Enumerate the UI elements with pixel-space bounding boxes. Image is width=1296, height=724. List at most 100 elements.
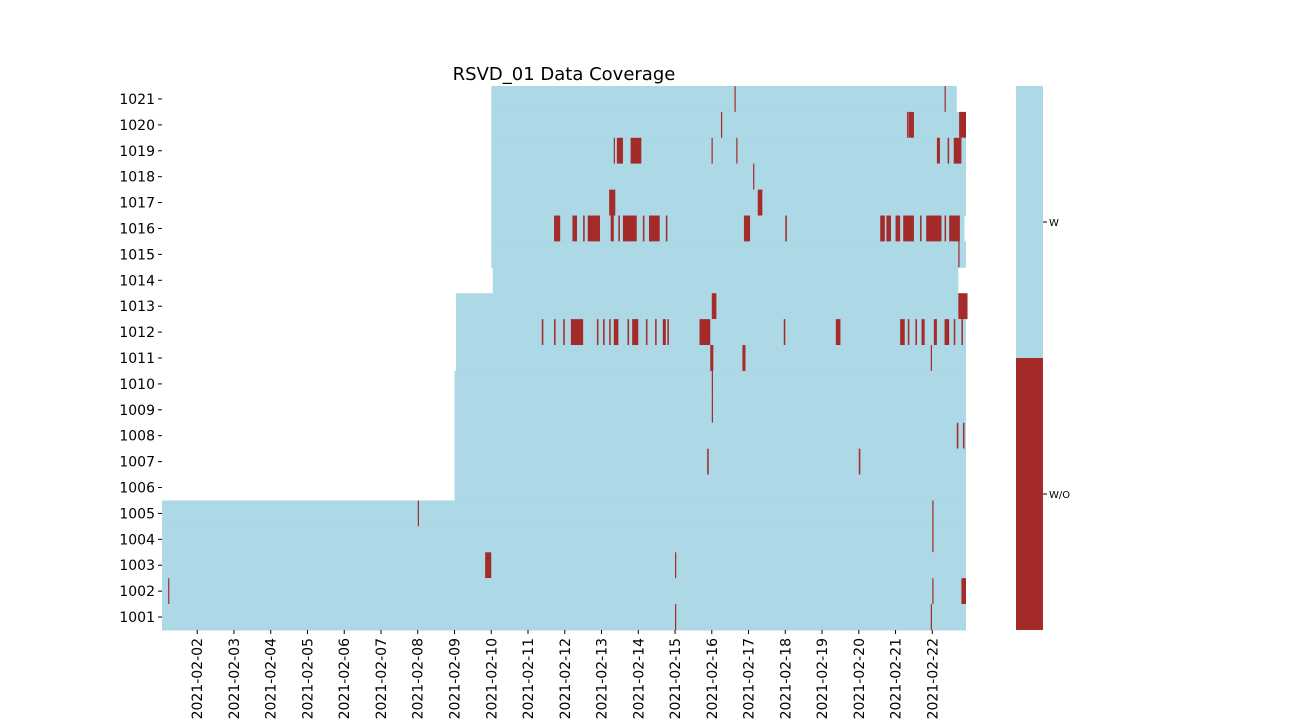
- gap-1012-18: [907, 319, 910, 346]
- x-tick-label: 2021-02-07: [374, 638, 390, 719]
- gap-1012-12: [662, 319, 666, 346]
- y-tick-label: 1003: [119, 558, 155, 574]
- gap-1016-13: [886, 215, 891, 242]
- y-tick-label: 1008: [119, 429, 155, 445]
- gap-1021-0: [734, 86, 736, 112]
- gap-1016-5: [618, 215, 620, 242]
- coverage-bar-1017: [491, 189, 966, 217]
- gap-1016-1: [572, 215, 578, 242]
- coverage-bar-1002: [162, 578, 966, 605]
- y-tick-label: 1016: [119, 221, 155, 237]
- coverage-bar-1015: [491, 241, 966, 268]
- gap-1012-8: [627, 319, 630, 346]
- x-tick-label: 2021-02-04: [264, 638, 280, 719]
- coverage-bar-1014: [492, 267, 959, 294]
- y-tick-label: 1007: [119, 455, 155, 471]
- colorbar: W W/O: [1016, 86, 1070, 630]
- x-tick-label: 2021-02-02: [190, 638, 206, 719]
- gap-1011-0: [710, 345, 714, 371]
- gap-1016-19: [949, 215, 960, 242]
- x-tick-label: 2021-02-06: [337, 638, 353, 719]
- gap-1008-1: [962, 422, 965, 449]
- coverage-bar-1018: [491, 163, 966, 191]
- gap-1016-11: [785, 215, 787, 242]
- gap-1016-14: [895, 215, 901, 242]
- gap-1005-1: [932, 500, 934, 527]
- gap-1012-1: [554, 319, 556, 346]
- gap-1016-8: [648, 215, 660, 242]
- gap-1016-6: [622, 215, 637, 242]
- x-tick-label: 2021-02-18: [778, 638, 794, 719]
- gap-1020-2: [908, 111, 914, 138]
- gap-1009-0: [711, 396, 713, 423]
- coverage-bar-1013: [456, 293, 966, 320]
- y-tick-label: 1006: [119, 481, 155, 497]
- gap-1011-1: [742, 345, 746, 371]
- coverage-bar-1001: [162, 604, 966, 631]
- gap-1019-2: [630, 137, 642, 164]
- gap-1019-4: [736, 137, 738, 164]
- gap-1004-0: [932, 526, 934, 553]
- gap-1005-0: [417, 500, 419, 527]
- gap-1002-1: [932, 578, 934, 605]
- gap-1001-0: [675, 604, 677, 630]
- gap-1016-16: [920, 215, 922, 242]
- coverage-bar-1020: [491, 111, 966, 139]
- x-tick-label: 2021-02-15: [668, 638, 684, 719]
- coverage-bar-1012: [456, 319, 966, 346]
- gap-1016-15: [903, 215, 914, 242]
- y-tick-label: 1014: [119, 273, 155, 289]
- x-tick-label: 2021-02-20: [852, 638, 868, 719]
- x-tick-label: 2021-02-22: [925, 638, 941, 719]
- gap-1012-3: [570, 319, 584, 346]
- y-tick-label: 1018: [119, 170, 155, 186]
- gap-1012-5: [603, 319, 605, 346]
- gap-1012-24: [961, 319, 963, 346]
- gap-1007-0: [707, 448, 709, 475]
- gap-1019-6: [947, 137, 950, 164]
- coverage-bar-1008: [454, 422, 966, 450]
- y-tick-label: 1017: [119, 196, 155, 212]
- gap-1016-10: [743, 215, 751, 242]
- coverage-bar-1005: [162, 500, 966, 527]
- gap-1003-0: [485, 552, 492, 579]
- gap-1019-5: [936, 137, 940, 164]
- coverage-bar-1004: [162, 526, 966, 553]
- gap-1012-14: [699, 319, 711, 346]
- gap-1012-6: [609, 319, 611, 346]
- gap-1012-11: [655, 319, 657, 346]
- heatmap-rows: [162, 86, 968, 631]
- coverage-bar-1016: [491, 215, 965, 242]
- gap-1012-7: [613, 319, 619, 346]
- x-tick-label: 2021-02-05: [300, 638, 316, 719]
- x-tick-label: 2021-02-12: [558, 638, 574, 719]
- x-tick-label: 2021-02-13: [595, 638, 611, 719]
- gap-1012-9: [632, 319, 639, 346]
- gap-1016-7: [642, 215, 645, 242]
- x-tick-label: 2021-02-21: [889, 638, 905, 719]
- coverage-bar-1021: [491, 86, 957, 113]
- gap-1007-1: [858, 448, 861, 475]
- gap-1011-2: [930, 345, 932, 371]
- gap-1012-22: [944, 319, 950, 346]
- x-tick-label: 2021-02-10: [484, 638, 500, 719]
- x-tick-label: 2021-02-14: [631, 638, 647, 719]
- coverage-bar-1003: [162, 552, 966, 579]
- gap-1012-2: [563, 319, 565, 346]
- coverage-bar-1019: [491, 137, 966, 165]
- y-axis: 1021 1020 1019 1018 1017 1016 1015 1014 1013 1012…: [119, 92, 162, 626]
- gap-1008-0: [956, 422, 959, 449]
- gap-1016-4: [610, 215, 614, 242]
- gap-1003-1: [675, 552, 677, 579]
- gap-1002-2: [961, 578, 966, 605]
- gap-1020-1: [907, 111, 909, 138]
- colorbar-segment: [1016, 358, 1043, 630]
- gap-1012-10: [645, 319, 648, 346]
- y-tick-label: 1012: [119, 325, 155, 341]
- x-tick-label: 2021-02-08: [411, 638, 427, 719]
- gap-1015-0: [958, 241, 960, 268]
- gap-1012-13: [667, 319, 669, 346]
- y-tick-label: 1010: [119, 377, 155, 393]
- y-tick-label: 1020: [119, 118, 155, 134]
